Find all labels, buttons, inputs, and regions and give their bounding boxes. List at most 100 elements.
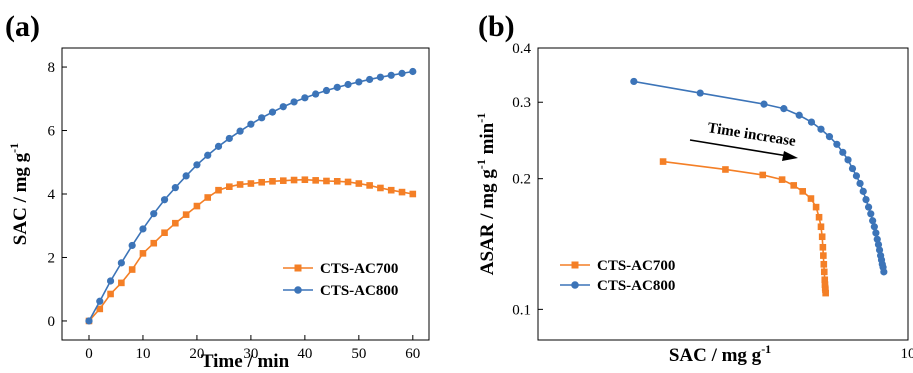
b-point-ctsac800-22 [874, 240, 883, 249]
b-line-ctsac700 [662, 160, 827, 294]
a-point-ctsac700-4 [128, 266, 136, 273]
panel-b-x-axis-label-sup: -1 [761, 342, 771, 356]
b-point-ctsac800-1 [696, 89, 704, 97]
a-x-tick-label-60: 60 [405, 346, 420, 362]
a-point-ctsac700-1 [96, 305, 104, 313]
panel-b-legend: CTS-AC700 CTS-AC800 [560, 258, 675, 294]
a-point-ctsac800-24 [344, 80, 352, 89]
panel-b-plot-frame [537, 47, 909, 341]
b-point-ctsac700-16 [821, 281, 829, 288]
panel-a-label: (a) [5, 10, 40, 43]
a-point-ctsac700-6 [150, 239, 158, 247]
a-point-ctsac700-22 [323, 177, 330, 185]
a-point-ctsac700-23 [333, 178, 341, 185]
a-point-ctsac800-22 [322, 86, 331, 95]
a-point-ctsac700-29 [398, 188, 406, 196]
a-point-ctsac800-28 [387, 71, 395, 79]
legend-a-marker-ctsac800 [294, 286, 302, 294]
b-y-tick-label-0_4: 0.4 [512, 41, 531, 57]
panel-b-x-ticks: 10 [901, 335, 913, 362]
b-point-ctsac700-8 [815, 213, 823, 221]
a-point-ctsac700-7 [161, 229, 168, 237]
b-point-ctsac800-28 [880, 268, 888, 276]
a-point-ctsac700-10 [193, 202, 201, 210]
b-line-ctsac800 [633, 80, 885, 273]
a-point-ctsac800-19 [290, 98, 298, 106]
a-point-ctsac800-10 [193, 161, 201, 169]
a-x-tick-label-50: 50 [351, 346, 366, 362]
b-point-ctsac700-14 [820, 268, 828, 276]
a-point-ctsac800-8 [171, 184, 179, 192]
a-point-ctsac700-26 [366, 182, 373, 189]
panel-a-series [85, 67, 417, 325]
a-y-tick-label-0: 0 [48, 314, 56, 330]
b-point-ctsac700-2 [759, 171, 767, 179]
b-point-ctsac700-15 [821, 276, 829, 284]
legend-b-label-ctsac700: CTS-AC700 [597, 258, 675, 274]
b-point-ctsac800-0 [630, 77, 638, 86]
b-y-tick-label-0_1: 0.1 [512, 302, 531, 318]
b-point-ctsac800-19 [870, 223, 878, 231]
b-point-ctsac700-4 [790, 182, 798, 189]
panel-a-y-axis-label-main: SAC / mg g [10, 152, 31, 245]
time-increase-annotation: Time increase [689, 120, 798, 161]
panel-b-y-axis-label-sup2: -1 [474, 113, 488, 123]
a-y-tick-label-2: 2 [48, 250, 56, 266]
legend-b-marker-ctsac800 [571, 281, 579, 289]
b-point-ctsac800-3 [780, 105, 788, 113]
b-point-ctsac700-5 [799, 188, 807, 195]
a-point-ctsac800-0 [85, 317, 93, 325]
panel-b-series [630, 77, 888, 297]
a-x-tick-label-30: 30 [243, 346, 258, 362]
b-point-ctsac800-2 [760, 100, 768, 108]
b-point-ctsac700-6 [807, 195, 815, 202]
a-point-ctsac700-28 [387, 186, 395, 194]
b-point-ctsac800-13 [856, 179, 864, 188]
b-point-ctsac800-10 [844, 156, 852, 164]
a-point-ctsac700-25 [355, 180, 363, 187]
a-point-ctsac800-12 [214, 142, 223, 150]
panel-b-y-axis-label-sup1: -1 [474, 159, 488, 169]
time-increase-arrow-shaft [689, 139, 789, 157]
a-point-ctsac800-18 [279, 103, 287, 111]
time-increase-arrow-head [782, 151, 798, 161]
legend-a-marker-ctsac700 [294, 264, 302, 272]
a-point-ctsac800-6 [150, 210, 158, 218]
b-point-ctsac800-6 [817, 125, 825, 133]
a-point-ctsac800-16 [258, 114, 266, 122]
legend-a-label-ctsac700: CTS-AC700 [320, 261, 398, 277]
b-point-ctsac800-23 [875, 246, 884, 254]
a-x-tick-label-0: 0 [85, 346, 93, 362]
a-point-ctsac800-25 [355, 78, 363, 86]
b-point-ctsac800-18 [869, 217, 877, 225]
a-x-tick-label-20: 20 [189, 346, 204, 362]
b-point-ctsac700-19 [822, 289, 829, 297]
panel-b: (b) 10 0.10.20.30.4 SAC / mg g-1 ASAR / … [474, 10, 913, 366]
a-point-ctsac800-3 [117, 259, 125, 267]
b-y-tick-label-0_2: 0.2 [512, 172, 531, 188]
a-point-ctsac800-11 [204, 151, 212, 159]
b-point-ctsac800-9 [839, 148, 847, 156]
a-point-ctsac700-15 [247, 180, 255, 187]
a-point-ctsac700-30 [409, 190, 417, 198]
a-point-ctsac700-13 [226, 183, 233, 190]
a-point-ctsac800-7 [160, 196, 169, 204]
legend-a-label-ctsac800: CTS-AC800 [320, 283, 398, 299]
a-point-ctsac800-30 [409, 67, 417, 76]
a-point-ctsac700-17 [269, 178, 276, 185]
a-point-ctsac700-3 [118, 279, 125, 287]
b-point-ctsac700-7 [812, 203, 820, 211]
a-x-tick-label-10: 10 [135, 346, 150, 362]
panel-a-y-ticks: 0 2 4 6 8 [48, 60, 67, 330]
a-point-ctsac700-12 [215, 186, 222, 194]
b-point-ctsac800-5 [807, 118, 816, 126]
a-point-ctsac700-16 [258, 178, 265, 186]
a-point-ctsac800-20 [301, 94, 309, 102]
a-point-ctsac700-8 [172, 219, 179, 227]
a-point-ctsac700-9 [182, 211, 190, 218]
a-point-ctsac800-23 [333, 83, 341, 91]
b-point-ctsac700-10 [818, 233, 826, 241]
b-x-tick-label-10: 10 [901, 346, 913, 362]
legend-b-label-ctsac800: CTS-AC800 [597, 278, 675, 294]
